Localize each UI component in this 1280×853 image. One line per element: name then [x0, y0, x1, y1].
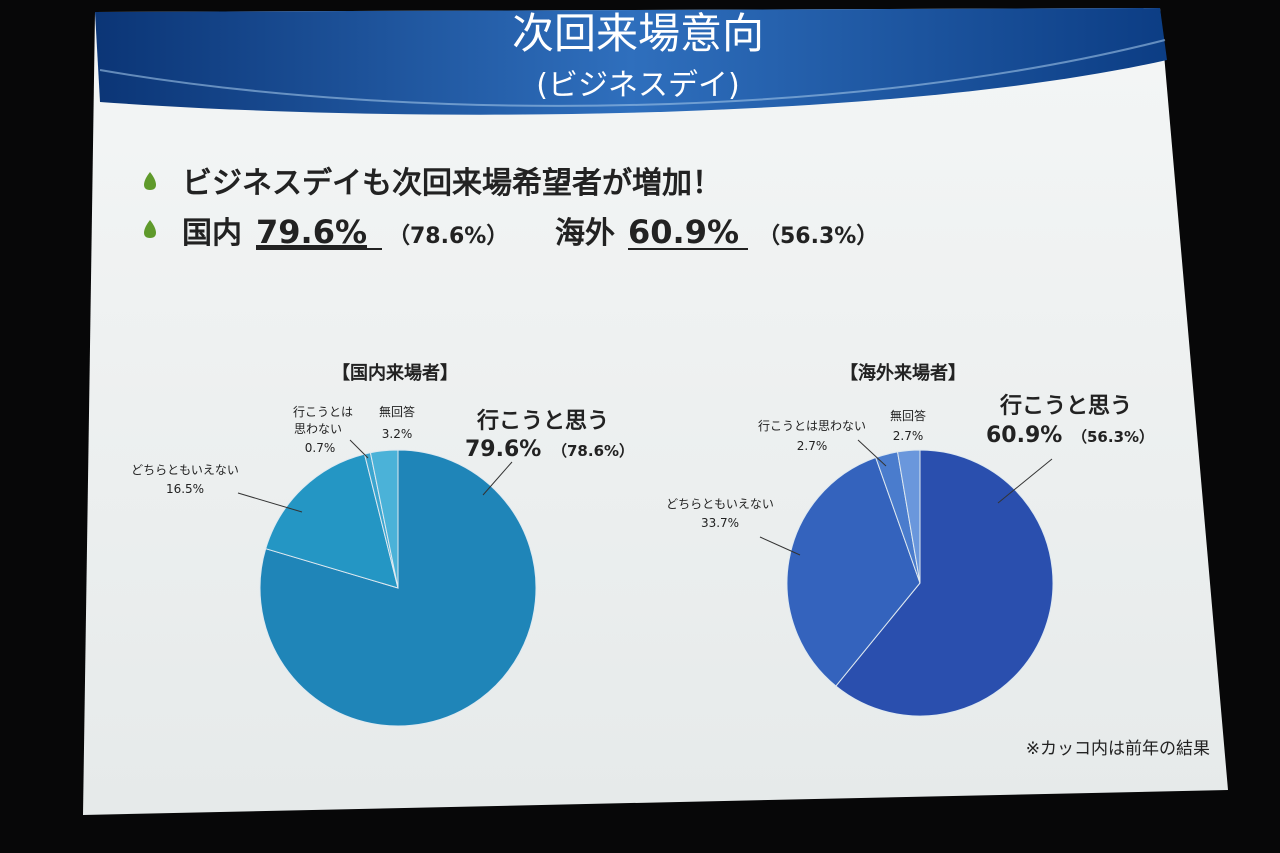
- slice-label-nogo-2: 思わない: [294, 422, 342, 436]
- slice-value-nogo: 0.7%: [305, 441, 336, 455]
- slice-neutral: [265, 453, 399, 589]
- slice-noanswer: [369, 449, 399, 589]
- slice-value-neutral: 16.5%: [166, 482, 204, 496]
- slice-label-nogo: 行こうとは思わない: [758, 419, 866, 433]
- leaf-bullet-icon: [144, 220, 156, 238]
- slice-value-neutral: 33.7%: [701, 516, 739, 530]
- slice-neutral: [786, 456, 921, 687]
- leaf-bullet-icon: [144, 172, 156, 190]
- chart-title: 【海外来場者】: [840, 362, 966, 384]
- slice-value-go: 60.9%: [986, 423, 1062, 448]
- slice-label-neutral: どちらともいえない: [666, 497, 774, 511]
- pie-slices: [786, 449, 1054, 717]
- slice-value-noanswer: 2.7%: [893, 429, 924, 443]
- slice-prev-go: （78.6%）: [552, 442, 634, 460]
- chart-title: 【国内来場者】: [332, 362, 458, 384]
- slice-label-neutral: どちらともいえない: [131, 463, 239, 477]
- pie-chart-domestic: 【国内来場者】 行こうと思う 79.6% （78.6%） どちらともいえない 1…: [131, 362, 634, 727]
- slice-prev-go: （56.3%）: [1072, 428, 1154, 446]
- bullet-2-overseas-label: 海外: [555, 216, 615, 251]
- slice-value-go: 79.6%: [465, 437, 541, 462]
- pie-slices: [259, 449, 537, 727]
- slice-value-nogo: 2.7%: [797, 439, 828, 453]
- leader-line: [349, 439, 369, 459]
- bullet-2-overseas-prev: （56.3%）: [758, 224, 878, 249]
- leader-line: [482, 461, 513, 496]
- slice-label-go: 行こうと思う: [999, 393, 1132, 419]
- bullet-2-domestic-prev: （78.6%）: [388, 224, 508, 249]
- slice-go: [835, 449, 1054, 717]
- header-swoosh: [99, 39, 1166, 107]
- bullet-2-overseas-value: 60.9%: [628, 213, 739, 251]
- bullet-2-domestic-value: 79.6%: [256, 213, 367, 251]
- slice-label-noanswer: 無回答: [890, 408, 926, 423]
- slice-label-go: 行こうと思う: [476, 408, 609, 434]
- leader-line: [237, 492, 303, 513]
- slice-value-noanswer: 3.2%: [382, 427, 413, 441]
- slide-subtitle: (ビジネスデイ): [536, 68, 739, 103]
- leader-line: [997, 458, 1053, 504]
- leader-line: [759, 536, 801, 556]
- slide-title: 次回来場意向: [512, 9, 764, 58]
- slice-label-nogo-1: 行こうとは: [293, 405, 353, 419]
- bullet-2-domestic-label: 国内: [182, 216, 242, 251]
- leader-line: [857, 439, 887, 467]
- footnote: ※カッコ内は前年の結果: [1026, 739, 1210, 759]
- pie-chart-overseas: 【海外来場者】 行こうと思う 60.9% （56.3%） どちらともいえない 3…: [666, 362, 1154, 717]
- bullet-1-text: ビジネスデイも次回来場希望者が増加！: [182, 166, 722, 201]
- slice-label-noanswer: 無回答: [379, 404, 415, 419]
- slice-noanswer: [896, 449, 921, 584]
